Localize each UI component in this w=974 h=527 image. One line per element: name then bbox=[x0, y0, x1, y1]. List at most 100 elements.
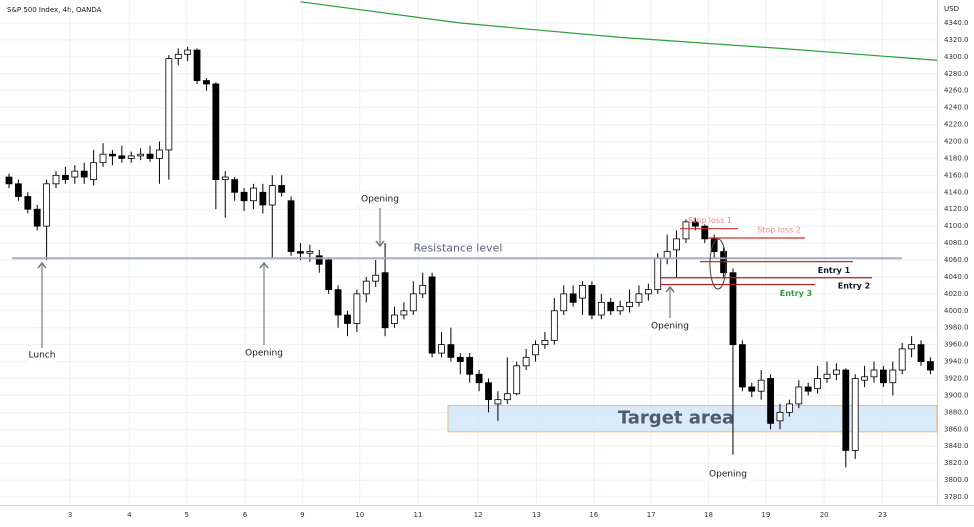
candle-body bbox=[663, 251, 671, 259]
candle-body bbox=[814, 378, 821, 390]
candle-body bbox=[184, 49, 192, 55]
candle-body bbox=[391, 314, 398, 324]
y-tick-label: 4280.0 bbox=[944, 70, 969, 78]
y-tick-label: 4220.0 bbox=[944, 121, 969, 129]
candle-body bbox=[99, 153, 107, 164]
candle-body bbox=[231, 179, 239, 193]
x-tick-label: 17 bbox=[647, 511, 656, 519]
candle-body bbox=[297, 251, 304, 254]
level-label: Stop loss 2 bbox=[757, 225, 801, 234]
y-tick-label: 3900.0 bbox=[944, 391, 969, 399]
candle-body bbox=[287, 200, 295, 252]
y-tick-label: 3940.0 bbox=[944, 358, 969, 366]
y-tick-label: 4240.0 bbox=[944, 104, 969, 112]
y-tick-label: 4060.0 bbox=[944, 256, 969, 264]
callout-box bbox=[357, 192, 403, 206]
y-tick-label: 4140.0 bbox=[944, 188, 969, 196]
highlight-ellipse bbox=[709, 238, 727, 290]
y-tick-label: 3780.0 bbox=[944, 493, 969, 501]
candle-body bbox=[748, 386, 756, 392]
candle-body bbox=[701, 225, 709, 240]
candle-body bbox=[419, 284, 427, 295]
candle-body bbox=[5, 176, 13, 185]
candle-body bbox=[400, 310, 408, 316]
candle-body bbox=[43, 183, 51, 227]
candle-body bbox=[569, 293, 577, 303]
candle-body bbox=[776, 411, 784, 422]
callout-box bbox=[647, 319, 693, 333]
moving-average bbox=[300, 1, 937, 61]
candle-body bbox=[71, 170, 79, 178]
y-tick-label: 4160.0 bbox=[944, 171, 969, 179]
y-tick-label: 4100.0 bbox=[944, 222, 969, 230]
candle-body bbox=[898, 348, 906, 371]
candle-body bbox=[90, 162, 98, 180]
candle-body bbox=[579, 284, 586, 299]
candle-body bbox=[372, 274, 380, 282]
candle-body bbox=[889, 369, 897, 384]
candle-body bbox=[842, 369, 850, 451]
candle-body bbox=[795, 386, 803, 405]
candle-body bbox=[438, 344, 445, 354]
currency: USD bbox=[944, 5, 959, 13]
candle-body bbox=[635, 293, 643, 303]
callout-label: Opening bbox=[709, 470, 747, 480]
y-tick-label: 4200.0 bbox=[944, 138, 969, 146]
x-tick-label: 19 bbox=[761, 511, 770, 519]
candle-body bbox=[118, 155, 126, 159]
candle-body bbox=[644, 289, 652, 295]
level-label: Stop loss 1 bbox=[688, 216, 732, 225]
x-tick-label: 10 bbox=[355, 511, 364, 519]
candle-body bbox=[588, 284, 596, 316]
y-tick-label: 3820.0 bbox=[944, 459, 969, 467]
candle-body bbox=[503, 393, 511, 401]
candle-body bbox=[485, 382, 492, 401]
candle-body bbox=[560, 293, 568, 312]
y-tick-label: 4320.0 bbox=[944, 36, 969, 44]
candle-body bbox=[193, 49, 201, 81]
candle-body bbox=[654, 257, 662, 291]
candle-body bbox=[334, 289, 342, 316]
candle-body bbox=[221, 176, 229, 180]
candle-body bbox=[315, 255, 323, 265]
candle-body bbox=[33, 208, 41, 227]
candle-body bbox=[522, 356, 530, 367]
candle-body bbox=[832, 369, 840, 375]
x-tick-label: 18 bbox=[704, 511, 713, 519]
x-tick-label: 3 bbox=[68, 511, 72, 519]
candle-body bbox=[109, 153, 116, 157]
candle-body bbox=[212, 83, 220, 180]
candle-body bbox=[880, 369, 887, 384]
callout-label: Opening bbox=[361, 195, 399, 205]
candle-body bbox=[785, 403, 793, 413]
candle-body bbox=[823, 373, 831, 379]
candle-body bbox=[24, 196, 32, 210]
arrow-head bbox=[37, 261, 47, 269]
callout-label: Lunch bbox=[29, 351, 56, 361]
candle-body bbox=[532, 344, 539, 356]
candle-body bbox=[268, 185, 276, 206]
level-label: Entry 3 bbox=[780, 289, 813, 298]
callout-box bbox=[705, 467, 751, 481]
candle-body bbox=[616, 306, 624, 312]
y-tick-label: 4260.0 bbox=[944, 87, 969, 95]
candle-body bbox=[409, 293, 417, 312]
x-tick-label: 23 bbox=[878, 511, 887, 519]
candle-body bbox=[353, 293, 361, 324]
candle-body bbox=[804, 386, 812, 392]
candle-body bbox=[447, 344, 455, 358]
y-tick-label: 4000.0 bbox=[944, 307, 969, 315]
candle-body bbox=[513, 365, 521, 395]
candle-body bbox=[240, 191, 248, 202]
x-tick-label: 12 bbox=[474, 511, 483, 519]
candle-body bbox=[137, 153, 145, 157]
candle-body bbox=[550, 310, 558, 341]
x-tick-label: 16 bbox=[589, 511, 598, 519]
candle-body bbox=[607, 301, 615, 312]
candle-body bbox=[626, 301, 633, 307]
candle-body bbox=[673, 238, 680, 251]
candle-body bbox=[127, 155, 135, 159]
y-tick-label: 4120.0 bbox=[944, 205, 969, 213]
candle-body bbox=[738, 344, 746, 388]
y-tick-label: 4080.0 bbox=[944, 239, 969, 247]
